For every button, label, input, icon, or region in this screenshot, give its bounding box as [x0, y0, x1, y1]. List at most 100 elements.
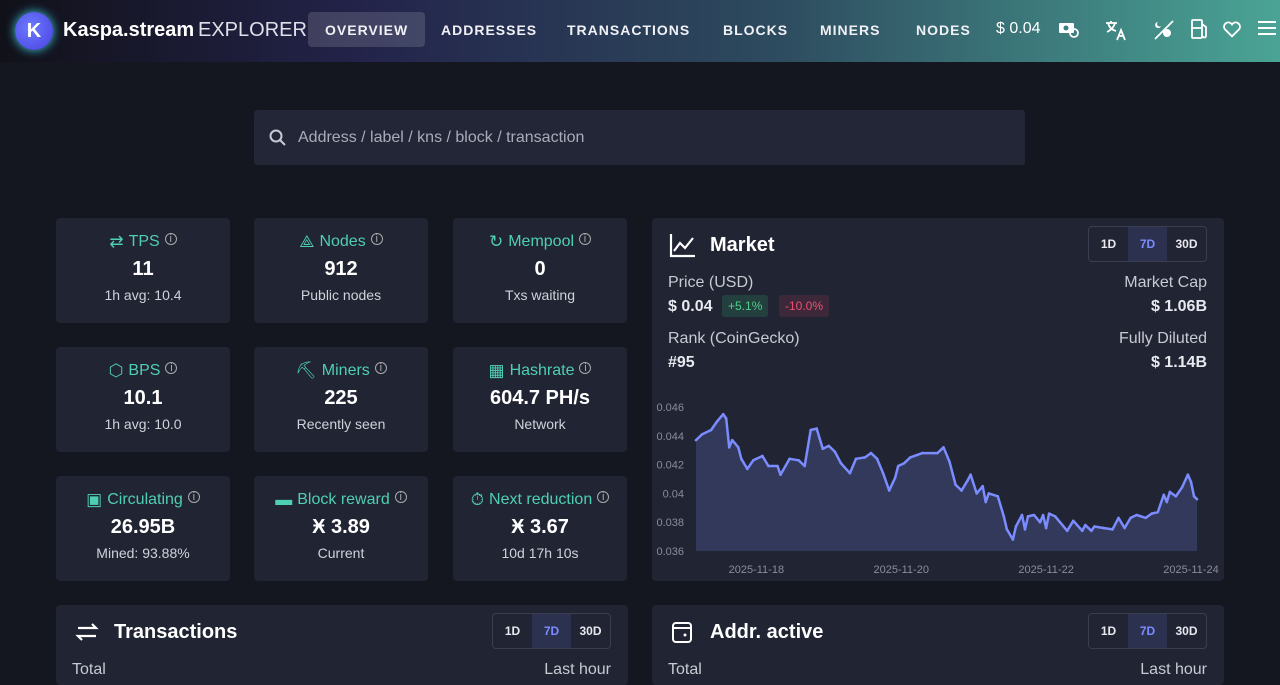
y-tick-label: 0.046: [656, 402, 684, 414]
price-point: [981, 484, 985, 488]
nav-nodes[interactable]: NODES: [916, 21, 971, 38]
stat-subtext: 1h avg: 10.4: [104, 287, 182, 303]
range-1d[interactable]: 1D: [1100, 624, 1117, 638]
price-point: [1005, 528, 1009, 531]
addr-active-card: Addr. active 1D 7D 30D Total Last hour: [652, 605, 1224, 685]
refresh-clock-icon: ↻: [488, 232, 504, 251]
price-label: Price (USD): [668, 274, 754, 291]
range-7d[interactable]: 7D: [1128, 227, 1167, 261]
info-icon[interactable]: i: [597, 491, 610, 503]
range-30d[interactable]: 30D: [579, 624, 602, 638]
timer-icon: ⏱: [470, 490, 485, 509]
price-point: [700, 433, 704, 436]
price-point: [1162, 493, 1166, 497]
fully-diluted-value: $ 1.14B: [1150, 354, 1207, 371]
price-point: [1023, 528, 1027, 531]
price-point: [788, 457, 791, 461]
price-point: [818, 437, 822, 440]
stat-value: 604.7 PH/s: [489, 387, 591, 409]
arrows-swap-icon: [75, 623, 99, 641]
range-1d[interactable]: 1D: [504, 624, 521, 638]
price-point: [739, 457, 743, 461]
last-hour-label: Last hour: [544, 661, 611, 678]
stat-card-next-reduction: ⏱ Next reduction i Ӿ 3.67 10d 17h 10s: [453, 476, 627, 581]
info-icon[interactable]: i: [165, 362, 178, 374]
price-point: [1168, 490, 1172, 494]
stat-subtext: Public nodes: [300, 287, 382, 303]
nav-miners[interactable]: MINERS: [820, 21, 881, 38]
heart-icon[interactable]: [1221, 18, 1243, 47]
price-point: [803, 464, 806, 468]
network-icon: ⟁: [299, 232, 315, 251]
price-point: [1195, 497, 1199, 501]
info-icon[interactable]: i: [579, 362, 592, 374]
stat-card-tps: ⇄ TPS i 11 1h avg: 10.4: [56, 218, 230, 323]
fuel-icon[interactable]: [1190, 18, 1210, 47]
info-icon[interactable]: i: [164, 233, 177, 245]
currency-exchange-icon[interactable]: [1058, 18, 1080, 47]
price-point: [921, 451, 924, 455]
price-point: [827, 444, 831, 448]
search-input[interactable]: [298, 128, 998, 147]
counter-icon: ▣: [86, 490, 103, 509]
price-point: [1002, 515, 1006, 518]
price-point: [936, 451, 939, 455]
price-point: [736, 446, 740, 449]
nav-transactions[interactable]: TRANSACTIONS: [567, 21, 691, 38]
y-tick-label: 0.04: [663, 488, 684, 500]
info-icon[interactable]: i: [579, 233, 592, 245]
search-bar[interactable]: [254, 110, 1025, 165]
search-icon: [269, 129, 286, 146]
price-point: [1038, 520, 1042, 524]
price-point: [752, 458, 755, 462]
price-point: [724, 417, 728, 420]
price-point: [1081, 529, 1084, 533]
transactions-range-selector: 1D 7D 30D: [492, 613, 611, 649]
price-point: [1044, 526, 1048, 530]
range-1d[interactable]: 1D: [1100, 237, 1117, 251]
stat-subtext: 10d 17h 10s: [501, 545, 579, 561]
price-point: [1011, 538, 1015, 541]
price-chart[interactable]: 0.046 0.044 0.042 0.04 0.038 0.036 2025-11-18 2…: [652, 393, 1224, 581]
info-icon[interactable]: i: [187, 491, 200, 503]
price-point: [1174, 494, 1178, 498]
price-point: [948, 460, 951, 464]
nav-overview[interactable]: OVERVIEW: [308, 12, 426, 47]
range-7d[interactable]: 7D: [532, 614, 571, 648]
price-point: [996, 494, 1000, 498]
y-tick-label: 0.038: [656, 517, 684, 529]
fully-diluted-label: Fully Diluted: [1118, 330, 1207, 347]
info-icon[interactable]: i: [370, 233, 383, 245]
stat-value: 11: [132, 258, 154, 280]
range-30d[interactable]: 30D: [1175, 237, 1198, 251]
rank-label: Rank (CoinGecko): [668, 330, 800, 347]
price-point: [1014, 525, 1018, 528]
price-point: [1192, 494, 1196, 498]
stat-card-mempool: ↻ Mempool i 0 Txs waiting: [453, 218, 627, 323]
kaspa-logo[interactable]: K: [15, 12, 53, 50]
stat-subtext: 1h avg: 10.0: [104, 416, 182, 432]
nav-addresses[interactable]: ADDRESSES: [441, 21, 538, 38]
market-cap-label: Market Cap: [1124, 274, 1207, 291]
wallet-icon: [672, 622, 692, 643]
range-7d[interactable]: 7D: [1128, 614, 1167, 648]
info-icon[interactable]: i: [394, 491, 407, 503]
price-point: [975, 492, 978, 495]
theme-toggle-icon[interactable]: [1152, 18, 1176, 49]
top-nav-bar: K Kaspa.stream EXPLORER OVERVIEW ADDRESS…: [0, 0, 1280, 62]
change-positive-badge: +5.1%: [722, 295, 769, 317]
price-point: [942, 446, 945, 449]
stat-label: Miners: [321, 362, 370, 379]
price-point: [1156, 510, 1160, 514]
market-range-selector: 1D 7D 30D: [1088, 226, 1207, 262]
menu-icon[interactable]: [1257, 18, 1277, 45]
nav-blocks[interactable]: BLOCKS: [723, 21, 789, 38]
translate-icon[interactable]: [1104, 18, 1128, 49]
info-icon[interactable]: i: [374, 362, 387, 374]
price-point: [863, 456, 867, 459]
price-point: [869, 451, 873, 455]
range-30d[interactable]: 30D: [1175, 624, 1198, 638]
price-point: [1111, 528, 1114, 531]
brand-name[interactable]: Kaspa.stream: [63, 19, 195, 41]
market-cap-value: $ 1.06B: [1150, 298, 1207, 315]
